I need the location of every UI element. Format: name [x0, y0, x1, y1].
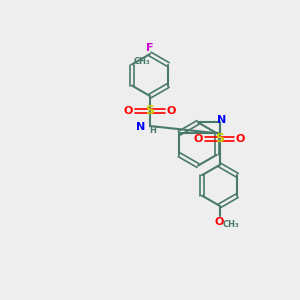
Text: N: N	[136, 122, 146, 132]
Text: S: S	[146, 104, 154, 118]
Text: F: F	[146, 43, 154, 53]
Text: H: H	[149, 126, 156, 135]
Text: S: S	[215, 132, 224, 146]
Text: O: O	[215, 217, 224, 227]
Text: CH₃: CH₃	[223, 220, 239, 229]
Text: O: O	[194, 134, 203, 144]
Text: N: N	[218, 115, 226, 125]
Text: CH₃: CH₃	[134, 57, 151, 66]
Text: O: O	[236, 134, 245, 144]
Text: O: O	[167, 106, 176, 116]
Text: O: O	[124, 106, 133, 116]
